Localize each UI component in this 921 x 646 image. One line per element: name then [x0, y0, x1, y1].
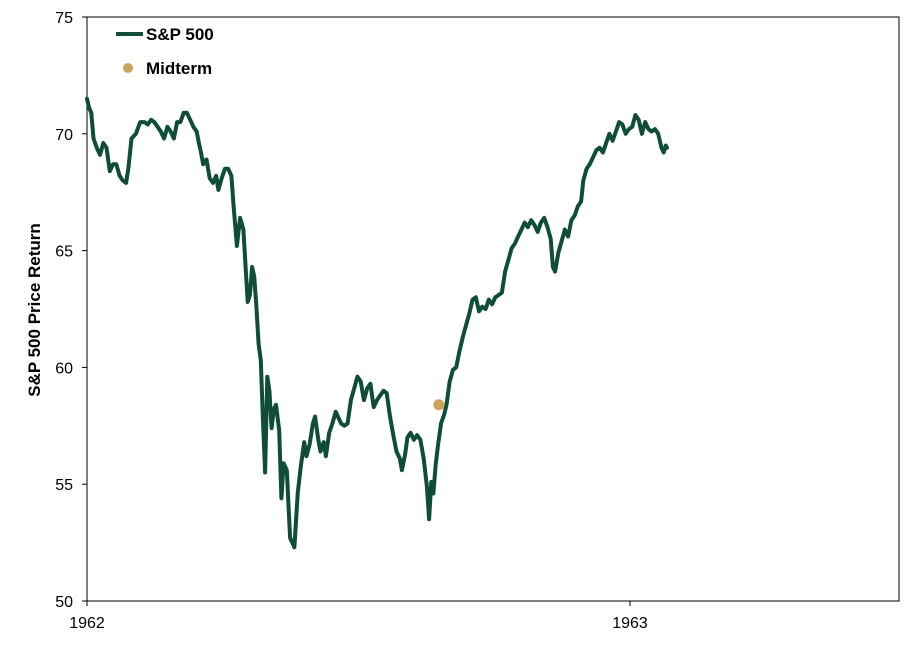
y-tick-label: 70: [55, 127, 73, 144]
y-tick-label: 60: [55, 360, 73, 377]
legend-swatch-midterm: [123, 63, 133, 73]
legend-label-sp500: S&P 500: [146, 25, 214, 44]
plot-area: [86, 16, 900, 602]
markers: [433, 399, 445, 411]
y-axis-label: S&P 500 Price Return: [25, 223, 44, 397]
series-line-sp500: [85, 96, 669, 550]
y-tick-label: 50: [55, 594, 73, 611]
midterm-marker: [433, 399, 445, 411]
x-tick-label: 1962: [69, 615, 105, 632]
legend: S&P 500 Midterm: [116, 25, 214, 78]
x-tick-label: 1963: [612, 615, 648, 632]
y-tick-label: 55: [55, 477, 73, 494]
y-tick-label: 75: [55, 10, 73, 27]
y-tick-label: 65: [55, 244, 73, 261]
legend-label-midterm: Midterm: [146, 59, 212, 78]
x-axis-ticks: 1962 1963: [69, 601, 648, 632]
y-axis-ticks: 50 55 60 65 70 75: [55, 10, 87, 611]
